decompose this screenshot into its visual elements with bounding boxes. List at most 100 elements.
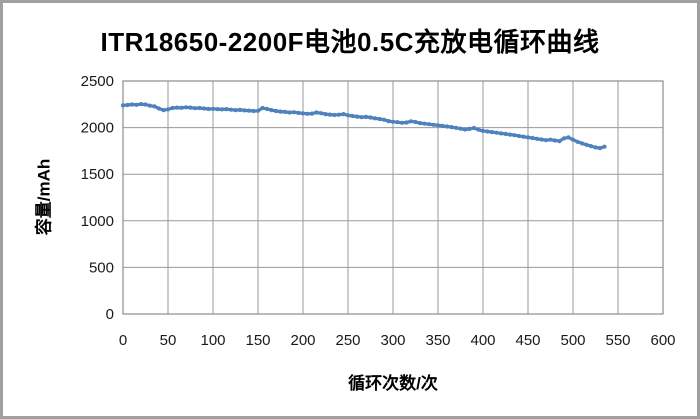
data-point (309, 111, 315, 116)
data-point (422, 121, 427, 126)
data-point (404, 120, 409, 125)
data-point (345, 113, 351, 118)
chart-title: ITR18650-2200F电池0.5C充放电循环曲线 (100, 27, 600, 57)
data-point (179, 105, 184, 110)
data-point (215, 107, 220, 112)
y-tick-label: 1500 (81, 166, 114, 183)
data-point (399, 120, 405, 125)
data-point (525, 135, 531, 140)
data-point (332, 112, 337, 118)
data-point (498, 131, 504, 136)
data-point (395, 120, 400, 125)
data-point (327, 112, 333, 117)
data-point (417, 121, 423, 126)
data-point (494, 130, 499, 135)
y-tick-label: 0 (106, 306, 114, 323)
data-point (282, 109, 288, 114)
series-line-capacity (121, 102, 607, 150)
data-point (426, 122, 432, 127)
data-point (188, 105, 193, 110)
x-tick-label: 500 (560, 332, 585, 349)
data-point (152, 104, 157, 109)
data-point (125, 102, 130, 108)
data-point (512, 133, 517, 138)
x-tick-label: 600 (650, 332, 675, 349)
data-point (552, 138, 558, 143)
data-point (314, 110, 319, 115)
data-point (165, 107, 171, 112)
data-point (462, 127, 468, 132)
y-tick-label: 2500 (81, 73, 114, 90)
data-point (548, 137, 553, 142)
data-point (588, 144, 594, 149)
data-point (363, 114, 369, 119)
data-point (534, 136, 540, 141)
data-point (143, 102, 148, 107)
data-point (206, 106, 211, 112)
data-point (377, 116, 382, 122)
data-point (584, 142, 589, 147)
data-point (228, 107, 234, 112)
x-tick-label: 550 (605, 332, 630, 349)
x-tick-label: 250 (335, 332, 360, 349)
data-point (251, 108, 256, 114)
data-point (449, 125, 454, 130)
data-point (233, 108, 238, 113)
y-tick-label: 2000 (81, 120, 114, 137)
data-point (557, 139, 562, 144)
data-point (530, 135, 535, 141)
data-point (318, 111, 324, 116)
data-point (372, 116, 378, 121)
data-point (147, 103, 153, 108)
data-point (291, 110, 297, 115)
data-point (521, 134, 526, 139)
x-tick-label: 200 (290, 332, 315, 349)
data-point (597, 146, 603, 151)
data-point (242, 108, 247, 113)
data-point (219, 107, 225, 112)
data-point (381, 117, 387, 122)
data-point (156, 106, 162, 111)
x-tick-label: 150 (245, 332, 270, 349)
data-point (471, 125, 477, 131)
data-point (539, 137, 544, 142)
data-point (354, 114, 360, 119)
data-point (224, 107, 229, 112)
data-point (170, 105, 175, 111)
data-point (210, 106, 216, 111)
data-point (255, 108, 261, 113)
data-point (561, 136, 567, 141)
data-point (336, 112, 342, 117)
data-point (476, 127, 481, 132)
y-tick-label: 500 (89, 259, 114, 276)
data-point (183, 105, 189, 110)
data-point (516, 133, 522, 139)
data-point (134, 102, 139, 107)
plot-border (122, 80, 664, 315)
data-point (138, 102, 144, 107)
data-point (489, 130, 495, 135)
data-point (431, 122, 436, 127)
data-point (413, 119, 418, 125)
data-point (435, 123, 441, 128)
data-point (543, 138, 549, 143)
data-point (570, 137, 576, 142)
x-tick-label: 350 (425, 332, 450, 349)
data-point (129, 102, 135, 107)
data-point (237, 107, 243, 112)
data-point (507, 132, 513, 137)
data-point (120, 103, 126, 108)
x-tick-label: 100 (200, 332, 225, 349)
series-markers-capacity (120, 102, 607, 151)
data-point (296, 110, 301, 115)
x-tick-label: 50 (160, 332, 177, 349)
data-point (287, 110, 292, 115)
data-point (458, 126, 463, 131)
data-point (201, 106, 207, 111)
data-point (278, 109, 283, 114)
data-point (197, 105, 202, 111)
y-tick-label: 1000 (81, 213, 114, 230)
data-point (480, 128, 486, 133)
